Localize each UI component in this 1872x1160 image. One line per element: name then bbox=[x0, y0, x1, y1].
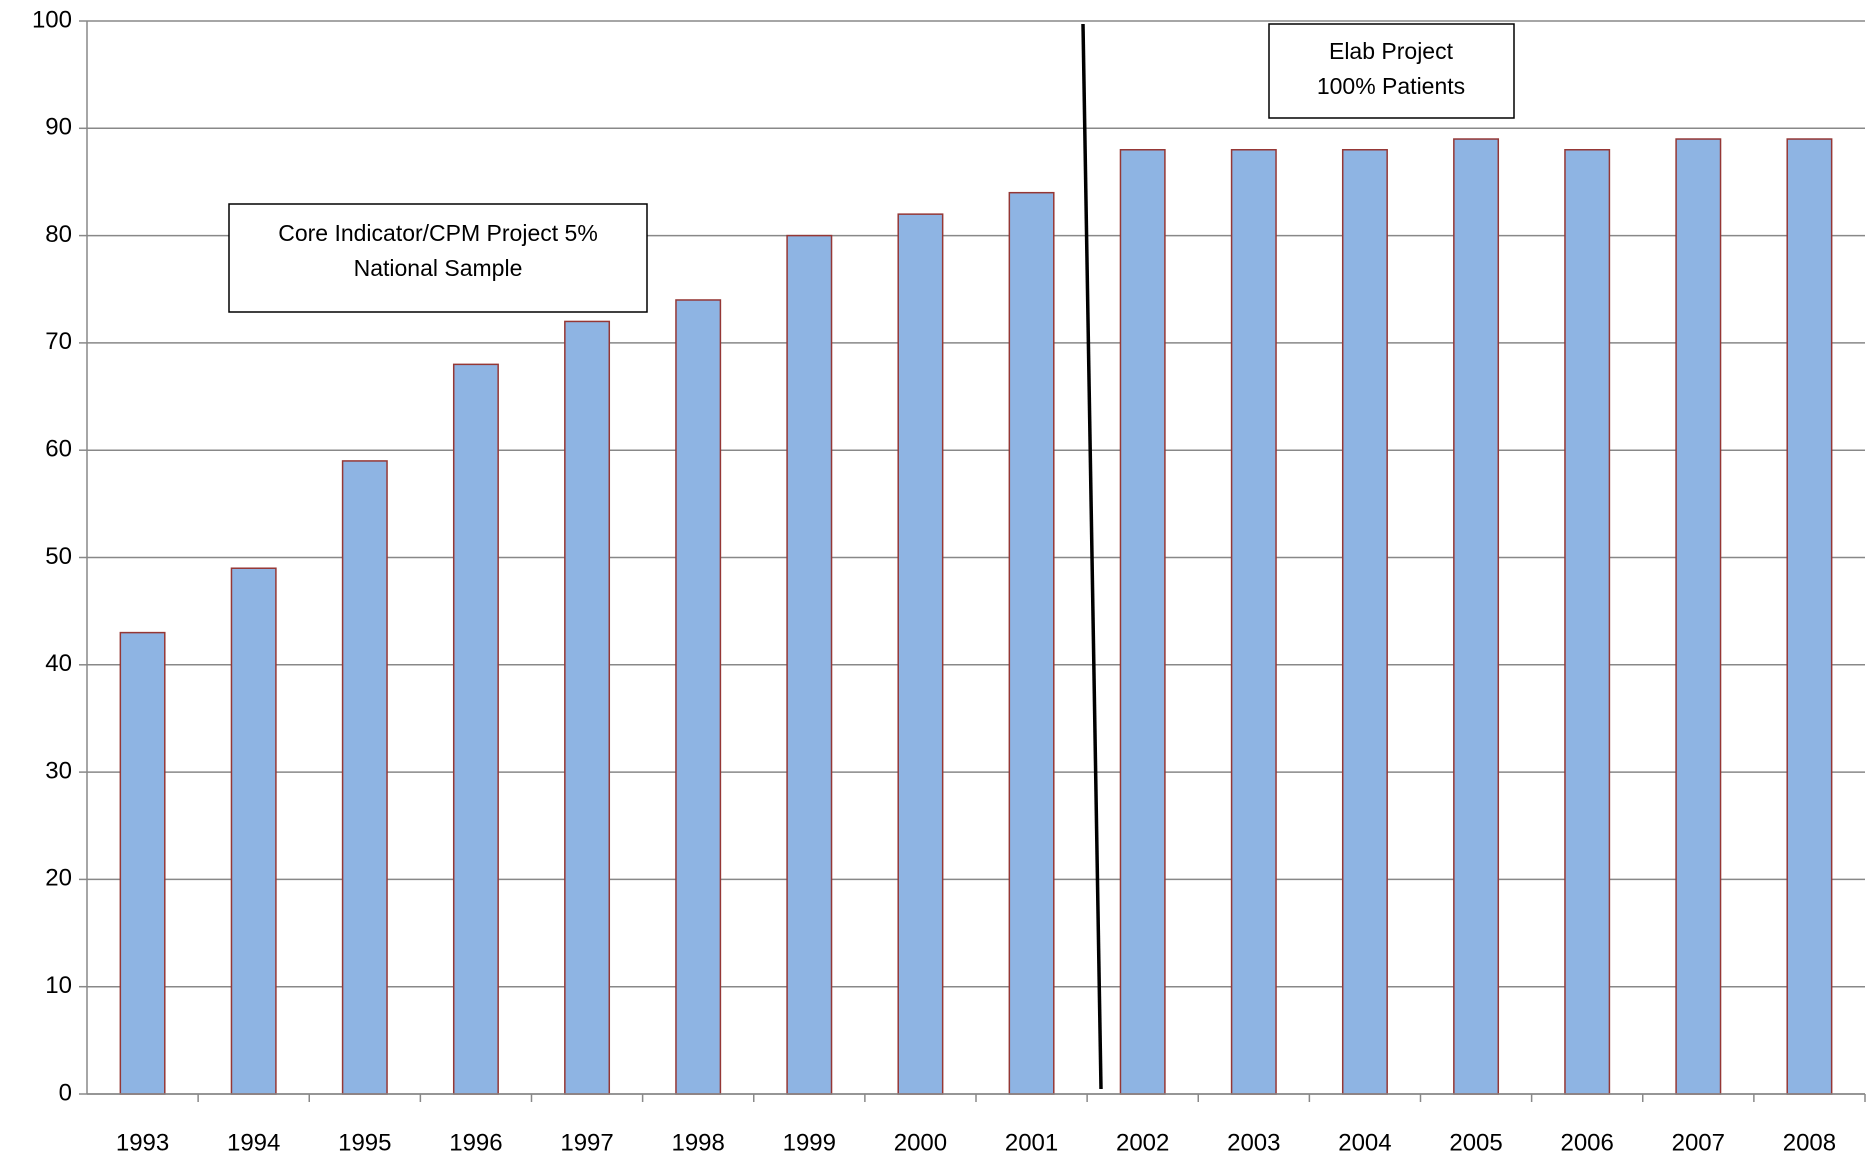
y-tick-label: 20 bbox=[45, 865, 72, 892]
bar bbox=[230, 567, 277, 1095]
y-tick-label: 30 bbox=[45, 757, 72, 784]
annotation-text: Core Indicator/CPM Project 5% bbox=[278, 220, 598, 246]
bar bbox=[675, 299, 722, 1095]
bar bbox=[564, 320, 611, 1095]
x-tick-label: 2003 bbox=[1227, 1129, 1280, 1156]
y-tick-label: 50 bbox=[45, 543, 72, 570]
annotation-text: National Sample bbox=[354, 255, 523, 281]
x-tick-label: 2004 bbox=[1338, 1129, 1391, 1156]
bar bbox=[897, 213, 944, 1095]
x-tick-label: 1993 bbox=[116, 1129, 169, 1156]
y-tick-label: 100 bbox=[32, 6, 72, 33]
bar bbox=[1230, 149, 1277, 1095]
bar bbox=[786, 234, 833, 1095]
divider-line bbox=[1081, 23, 1103, 1090]
x-tick-label: 2006 bbox=[1560, 1129, 1613, 1156]
x-tick-label: 2002 bbox=[1116, 1129, 1169, 1156]
annotation: Elab Project 100% Patients bbox=[1268, 23, 1515, 119]
x-tick-label: 2000 bbox=[894, 1129, 947, 1156]
y-tick-label: 90 bbox=[45, 114, 72, 141]
x-tick-label: 1996 bbox=[449, 1129, 502, 1156]
annotation-box bbox=[1268, 23, 1515, 119]
bar bbox=[452, 363, 499, 1095]
x-tick-label: 1998 bbox=[671, 1129, 724, 1156]
bar bbox=[1341, 149, 1388, 1095]
x-tick-label: 1994 bbox=[227, 1129, 280, 1156]
y-tick-label: 0 bbox=[59, 1079, 72, 1106]
y-tick-label: 60 bbox=[45, 436, 72, 463]
y-tick-label: 70 bbox=[45, 328, 72, 355]
bar bbox=[1675, 138, 1722, 1095]
annotation-text: Elab Project bbox=[1329, 38, 1454, 64]
bar bbox=[341, 460, 388, 1095]
bars bbox=[119, 138, 1833, 1095]
x-tick-label: 2005 bbox=[1449, 1129, 1502, 1156]
x-tick-label: 1995 bbox=[338, 1129, 391, 1156]
bar bbox=[1786, 138, 1833, 1095]
x-tick-label: 2001 bbox=[1005, 1129, 1058, 1156]
y-tick-label: 10 bbox=[45, 972, 72, 999]
y-tick-label: 80 bbox=[45, 221, 72, 248]
annotation-box bbox=[228, 203, 648, 313]
annotation: Core Indicator/CPM Project 5% National S… bbox=[228, 203, 648, 313]
x-tick-label: 2007 bbox=[1672, 1129, 1725, 1156]
bar bbox=[1453, 138, 1500, 1095]
bar bbox=[1119, 149, 1166, 1095]
x-tick-label: 2008 bbox=[1783, 1129, 1836, 1156]
bar bbox=[1008, 191, 1055, 1095]
bar bbox=[1564, 149, 1611, 1095]
y-tick-label: 40 bbox=[45, 650, 72, 677]
annotation-text: 100% Patients bbox=[1317, 73, 1465, 99]
bar bbox=[119, 631, 166, 1095]
x-tick-label: 1997 bbox=[560, 1129, 613, 1156]
x-tick-label: 1999 bbox=[783, 1129, 836, 1156]
